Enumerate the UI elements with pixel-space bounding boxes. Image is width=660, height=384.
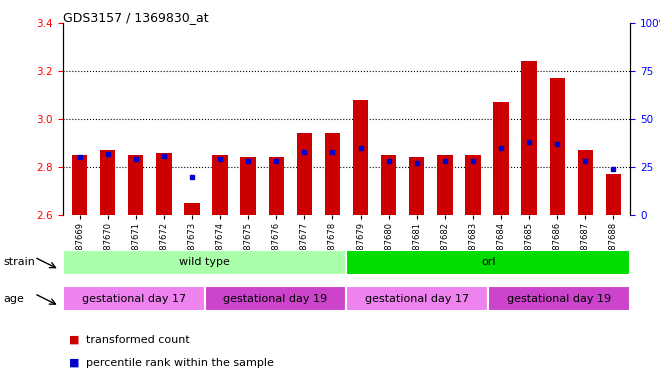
Text: gestational day 17: gestational day 17 [82,293,185,304]
Bar [100,150,116,215]
Bar [63,250,346,275]
Bar [156,153,172,215]
Text: orl: orl [481,257,496,267]
Text: gestational day 19: gestational day 19 [508,293,611,304]
Bar [578,150,593,215]
Text: ■: ■ [69,358,80,368]
Text: wild type: wild type [179,257,230,267]
Bar [296,134,312,215]
Text: percentile rank within the sample: percentile rank within the sample [86,358,274,368]
Text: age: age [3,293,24,304]
Bar [493,102,509,215]
Bar [381,155,397,215]
Bar [521,61,537,215]
Bar [409,157,424,215]
Bar [63,286,205,311]
Text: strain: strain [3,257,35,267]
Bar [325,134,340,215]
Bar [346,286,488,311]
Bar [184,203,200,215]
Bar [550,78,565,215]
Bar [128,155,143,215]
Bar [353,100,368,215]
Bar [346,250,630,275]
Text: gestational day 19: gestational day 19 [224,293,327,304]
Text: gestational day 17: gestational day 17 [366,293,469,304]
Bar [465,155,480,215]
Bar [205,286,346,311]
Bar [437,155,453,215]
Bar [269,157,284,215]
Text: GDS3157 / 1369830_at: GDS3157 / 1369830_at [63,12,209,25]
Text: transformed count: transformed count [86,335,189,345]
Bar [72,155,87,215]
Bar [240,157,256,215]
Bar [213,155,228,215]
Bar [488,286,630,311]
Bar [606,174,621,215]
Text: ■: ■ [69,335,80,345]
